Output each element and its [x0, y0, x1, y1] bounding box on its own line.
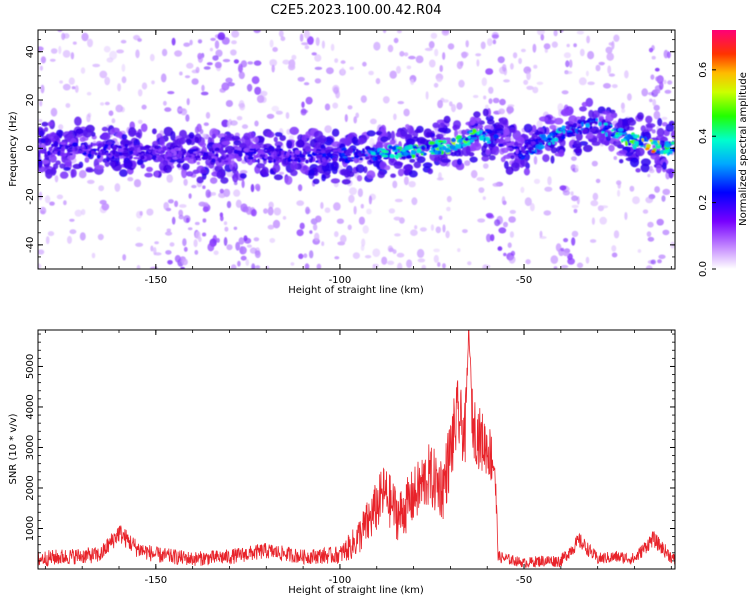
spectrogram-frame [37, 29, 676, 270]
x-tick-label: -50 [516, 275, 532, 286]
x-tick-label: -100 [329, 275, 352, 286]
colorbar-tick-label: 0.2 [698, 195, 709, 211]
y-tick-label: 0 [25, 145, 36, 151]
y-tick-label: 4000 [25, 394, 36, 419]
spectrogram-x-axis-label: Height of straight line (km) [288, 285, 424, 296]
y-tick-label: -20 [25, 188, 36, 204]
y-tick-label: 40 [25, 45, 36, 58]
spectrogram-panel: -150 -100 -50 -40 -20 0 20 40 Height of straigh… [8, 29, 676, 296]
snr-frame [37, 329, 676, 570]
x-tick-label: -50 [516, 575, 532, 586]
snr-series-line [38, 330, 675, 569]
y-tick-label: 2000 [25, 475, 36, 500]
x-tick-label: -150 [144, 575, 167, 586]
y-tick-label: -40 [25, 237, 36, 253]
colorbar-tick-label: 0.6 [698, 62, 709, 78]
snr-panel: -150 -100 -50 1000 2000 3000 4000 5000 Height o… [8, 329, 676, 596]
snr-background [38, 330, 675, 569]
colorbar-label: Normalized spectral amplitude [738, 72, 749, 226]
colorbar-tick-label: 0.4 [698, 128, 709, 144]
spectrogram-axes: -150 -100 -50 -40 -20 0 20 40 [25, 30, 675, 286]
spectrogram-y-axis-label: Frequency (Hz) [8, 111, 19, 187]
snr-x-axis-label: Height of straight line (km) [288, 585, 424, 596]
snr-axes: -150 -100 -50 1000 2000 3000 4000 5000 [25, 330, 675, 586]
y-tick-label: 5000 [25, 354, 36, 379]
colorbar: 0.0 0.2 0.4 0.6 Normalized spectral amplitu… [698, 30, 749, 277]
y-tick-label: 1000 [25, 516, 36, 541]
x-tick-label: -100 [329, 575, 352, 586]
colorbar-ticks: 0.0 0.2 0.4 0.6 [698, 62, 716, 277]
x-tick-label: -150 [144, 275, 167, 286]
y-tick-label: 20 [25, 94, 36, 107]
colorbar-tick-label: 0.0 [698, 261, 709, 277]
page-title: C2E5.2023.100.00.42.R04 [270, 3, 441, 18]
spectrogram-cells [38, 30, 675, 269]
y-tick-label: 3000 [25, 435, 36, 460]
colorbar-gradient [712, 30, 736, 269]
snr-y-axis-label: SNR (10 * v/v) [8, 413, 19, 484]
